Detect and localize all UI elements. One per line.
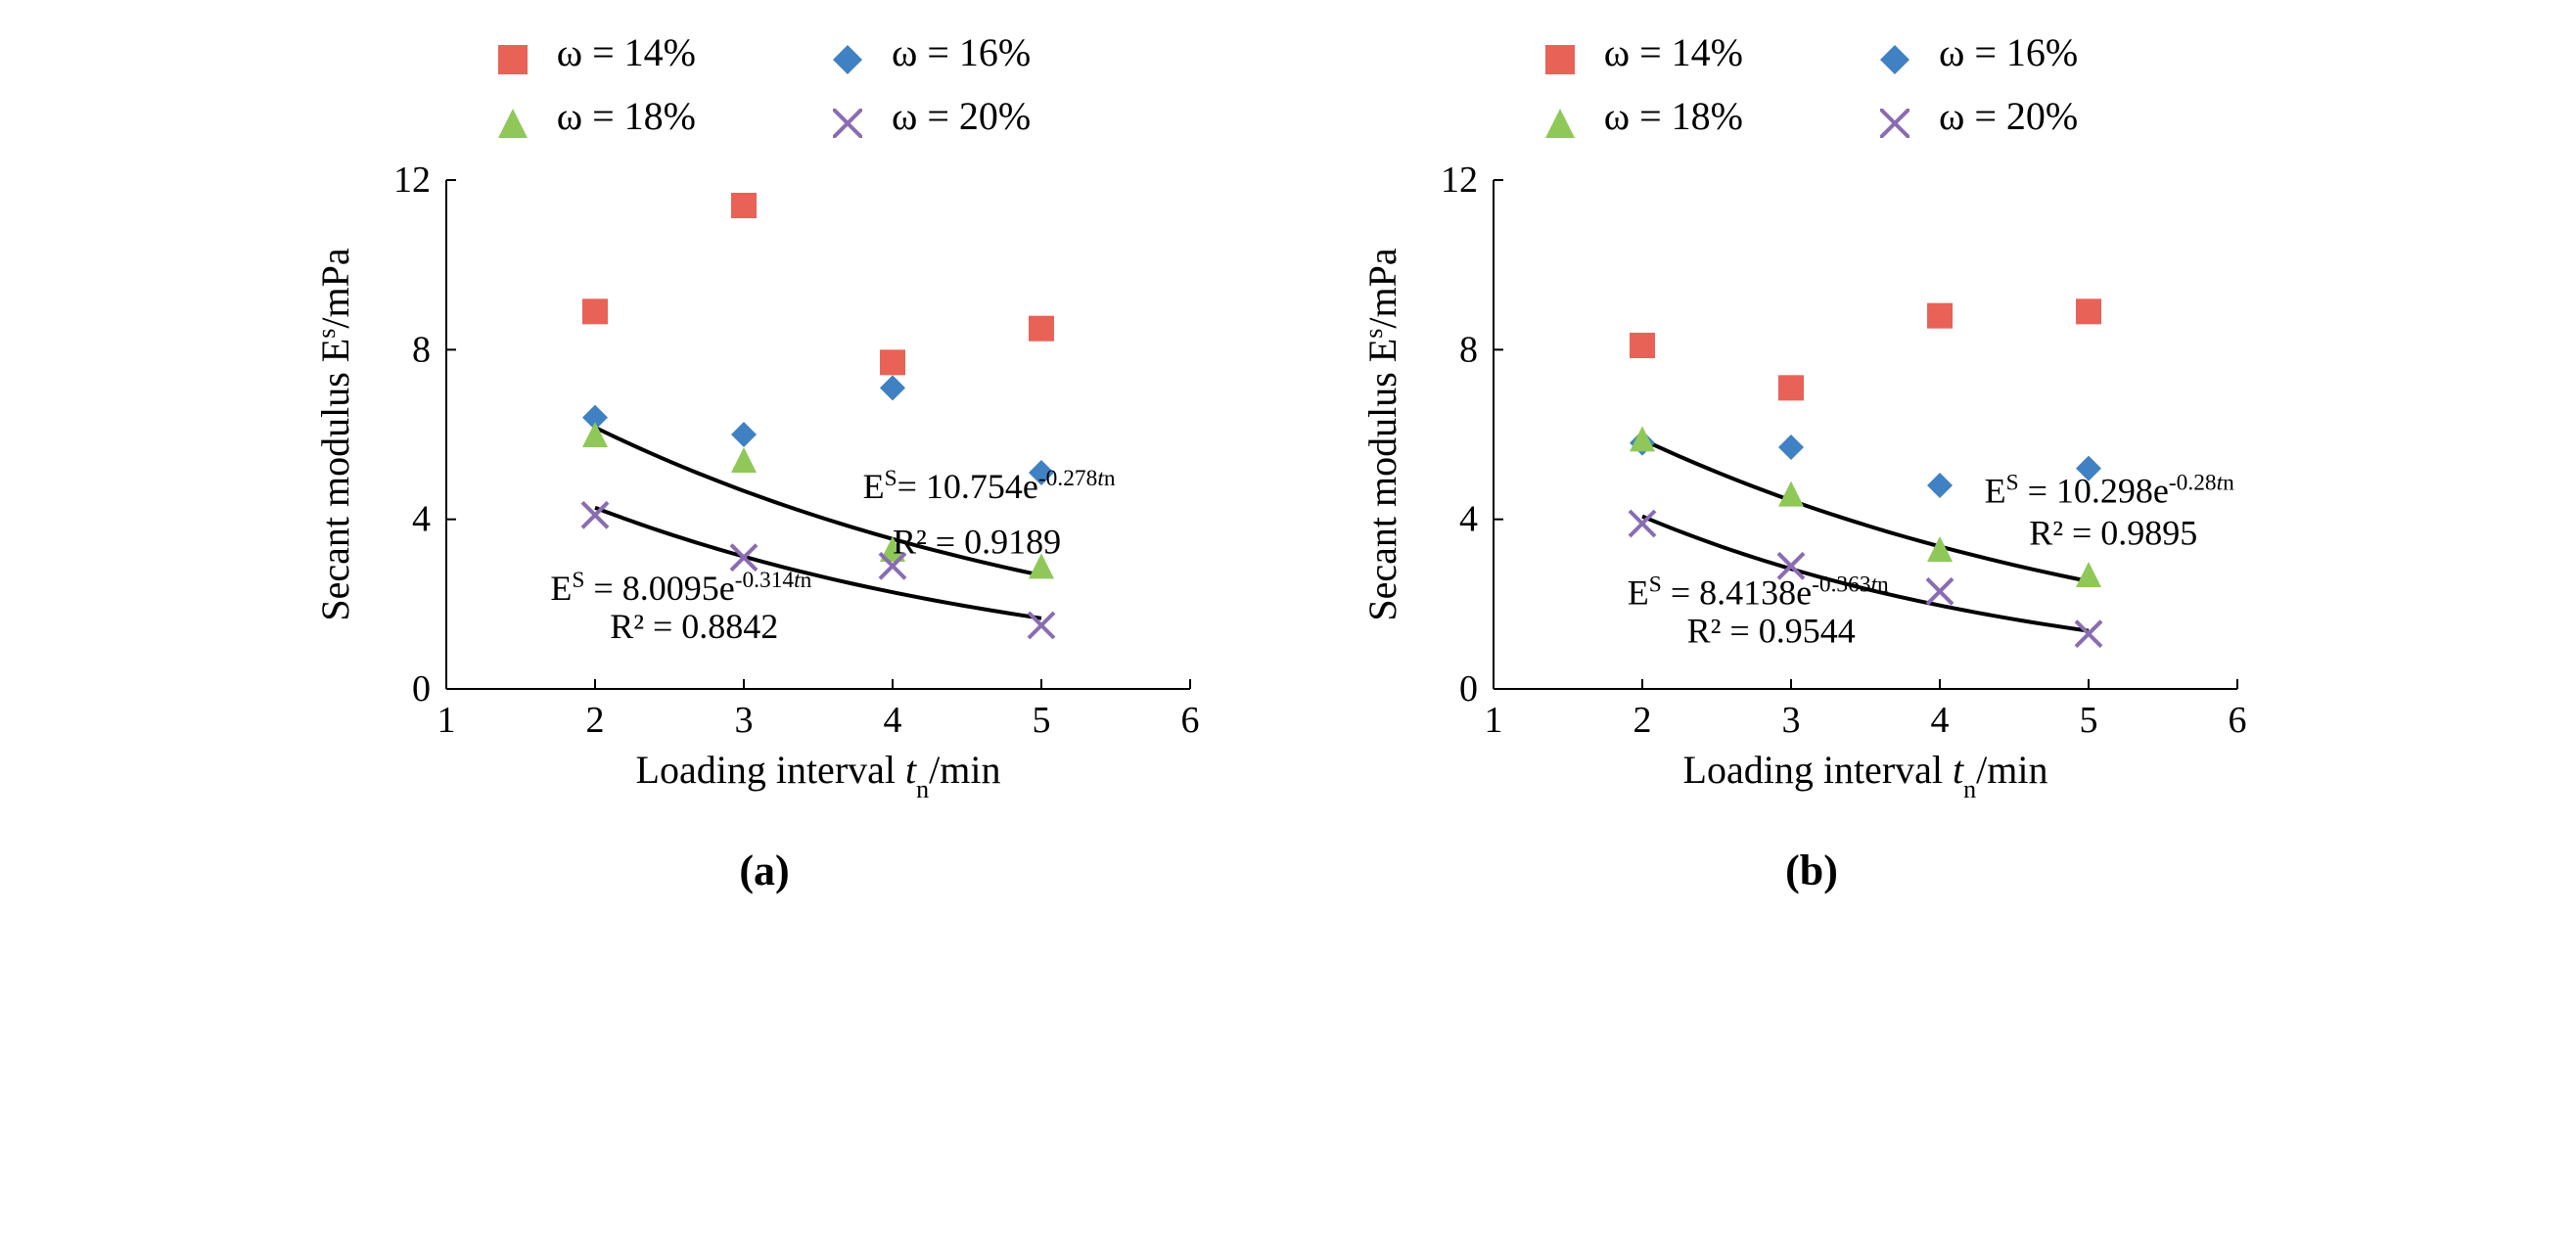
triangle-icon xyxy=(498,102,528,131)
svg-text:R² = 0.8842: R² = 0.8842 xyxy=(610,607,778,646)
legend-a: ω = 14% ω = 16% ω = 18% ω = 20% xyxy=(498,29,1031,139)
chart-a-svg: 12345604812Loading interval tn/minSecant… xyxy=(299,160,1229,806)
cross-icon xyxy=(833,102,862,131)
svg-text:0: 0 xyxy=(1459,668,1478,710)
cross-icon xyxy=(1880,102,1909,131)
panel-a: ω = 14%ω = 16%ω = 18% ω = 20% 1234560481… xyxy=(299,29,1229,895)
svg-text:R² = 0.9189: R² = 0.9189 xyxy=(893,522,1061,561)
figure: ω = 14%ω = 16%ω = 18% ω = 20% 1234560481… xyxy=(0,0,2576,915)
svg-text:3: 3 xyxy=(1782,700,1801,741)
legend-item: ω = 14% xyxy=(1545,29,1743,75)
svg-text:ES = 10.298e-0.28tn: ES = 10.298e-0.28tn xyxy=(1985,470,2235,510)
svg-text:2: 2 xyxy=(586,700,605,741)
panel-b: ω = 14%ω = 16%ω = 18% ω = 20% 1234560481… xyxy=(1347,29,2277,895)
svg-text:8: 8 xyxy=(1459,329,1478,370)
legend-b: ω = 14% ω = 16% ω = 18% ω = 20% xyxy=(1545,29,2078,139)
square-icon xyxy=(498,38,528,68)
panel-b-label: (b) xyxy=(1785,846,1838,895)
legend-label: ω = 16% xyxy=(892,29,1031,75)
svg-text:0: 0 xyxy=(412,668,431,710)
svg-text:3: 3 xyxy=(735,700,754,741)
svg-text:4: 4 xyxy=(884,700,902,741)
svg-text:12: 12 xyxy=(1441,160,1478,201)
chart-a-wrap: 12345604812Loading interval tn/minSecant… xyxy=(299,160,1229,806)
square-icon xyxy=(1545,38,1575,68)
svg-text:1: 1 xyxy=(437,700,456,741)
chart-b-svg: 12345604812Loading interval tn/minSecant… xyxy=(1347,160,2277,806)
svg-text:Loading interval tn/min: Loading interval tn/min xyxy=(1683,748,2048,803)
legend-label: ω = 18% xyxy=(557,93,696,139)
svg-text:Secant modulus Es/mPa: Secant modulus Es/mPa xyxy=(1359,248,1405,620)
legend-item: ω = 16% xyxy=(1880,29,2078,75)
diamond-icon xyxy=(833,38,862,68)
svg-text:ES = 8.4138e-0.363tn: ES = 8.4138e-0.363tn xyxy=(1628,572,1889,612)
legend-label: ω = 20% xyxy=(1939,93,2078,139)
svg-text:6: 6 xyxy=(1181,700,1200,741)
legend-item: ω = 16% xyxy=(833,29,1031,75)
chart-b-wrap: 12345604812Loading interval tn/minSecant… xyxy=(1347,160,2277,806)
svg-text:4: 4 xyxy=(1931,700,1950,741)
legend-label: ω = 14% xyxy=(1604,29,1743,75)
svg-text:Loading interval tn/min: Loading interval tn/min xyxy=(636,748,1001,803)
legend-item: ω = 14% xyxy=(498,29,696,75)
svg-text:6: 6 xyxy=(2229,700,2247,741)
legend-item: ω = 18% xyxy=(498,93,696,139)
legend-label: ω = 18% xyxy=(1604,93,1743,139)
svg-text:ES = 8.0095e-0.314tn: ES = 8.0095e-0.314tn xyxy=(550,568,811,608)
svg-text:5: 5 xyxy=(2080,700,2098,741)
svg-text:4: 4 xyxy=(412,499,431,540)
svg-text:5: 5 xyxy=(1033,700,1051,741)
legend-item: ω = 20% xyxy=(833,93,1031,139)
legend-item: ω = 20% xyxy=(1880,93,2078,139)
svg-text:R² = 0.9544: R² = 0.9544 xyxy=(1687,611,1856,650)
svg-text:2: 2 xyxy=(1633,700,1652,741)
svg-text:8: 8 xyxy=(412,329,431,370)
legend-label: ω = 14% xyxy=(557,29,696,75)
svg-text:ES= 10.754e-0.278tn: ES= 10.754e-0.278tn xyxy=(863,466,1116,506)
legend-label: ω = 16% xyxy=(1939,29,2078,75)
diamond-icon xyxy=(1880,38,1909,68)
legend-item: ω = 18% xyxy=(1545,93,1743,139)
legend-label: ω = 20% xyxy=(892,93,1031,139)
svg-text:1: 1 xyxy=(1485,700,1503,741)
svg-text:Secant modulus Es/mPa: Secant modulus Es/mPa xyxy=(312,248,358,620)
svg-text:R² = 0.9895: R² = 0.9895 xyxy=(2029,514,2197,553)
svg-text:4: 4 xyxy=(1459,499,1478,540)
panel-a-label: (a) xyxy=(739,846,789,895)
triangle-icon xyxy=(1545,102,1575,131)
svg-text:12: 12 xyxy=(393,160,431,201)
